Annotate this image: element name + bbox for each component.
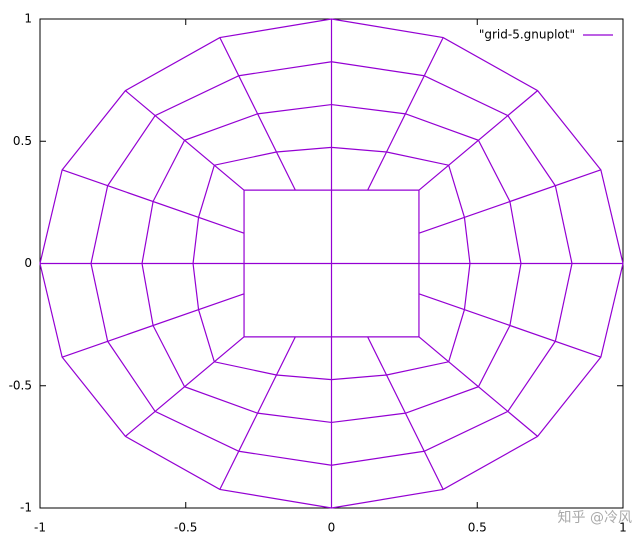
watermark: 知乎 @冷风: [558, 509, 632, 526]
y-tick-label: -0.5: [9, 378, 32, 392]
y-tick-label: -1: [20, 501, 32, 515]
legend-label: "grid-5.gnuplot": [479, 28, 575, 42]
x-tick-label: 1: [619, 521, 627, 535]
x-tick-label: -1: [34, 521, 46, 535]
mesh-line: [39, 18, 624, 509]
y-tick-label: 0.5: [13, 134, 32, 148]
y-tick-label: 0: [24, 256, 32, 270]
y-tick-label: 1: [24, 12, 32, 26]
x-tick-label: -0.5: [174, 521, 197, 535]
x-tick-label: 0.5: [468, 521, 487, 535]
x-tick-label: 0: [328, 521, 336, 535]
